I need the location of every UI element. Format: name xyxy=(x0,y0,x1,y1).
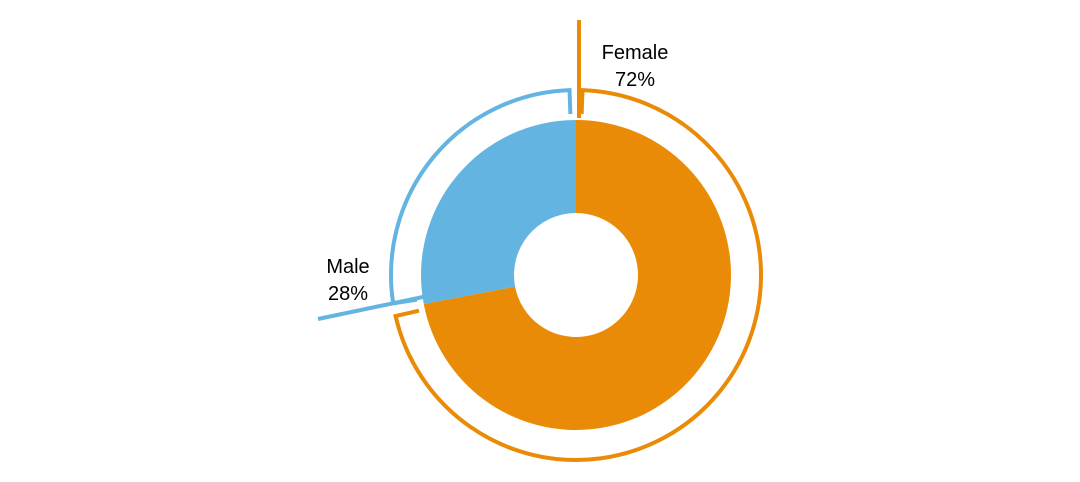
male-leader-line xyxy=(317,295,424,321)
male-slice xyxy=(421,120,576,305)
female-bracket xyxy=(393,88,763,462)
slices-group xyxy=(421,120,732,430)
female-slice xyxy=(423,120,732,430)
male-bracket xyxy=(389,88,573,306)
labels-group: Female 72% Male 28% xyxy=(326,42,668,305)
female-value-label: 72% xyxy=(615,69,655,91)
brackets-group xyxy=(317,20,763,462)
male-name-label: Male xyxy=(326,256,369,278)
male-value-label: 28% xyxy=(328,283,368,305)
female-name-label: Female xyxy=(602,42,669,64)
